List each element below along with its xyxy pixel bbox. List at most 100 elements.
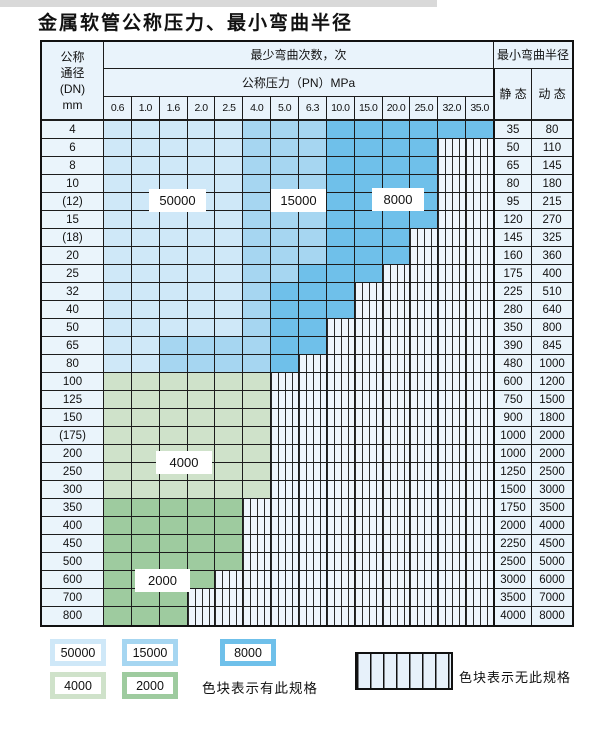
static-cell: 3500 bbox=[493, 589, 533, 607]
zone-cell bbox=[354, 211, 383, 229]
zone-cell bbox=[131, 121, 160, 139]
zone-cell bbox=[326, 247, 355, 265]
zone-cell bbox=[243, 355, 272, 373]
pn-header: 公称压力（PN）MPa bbox=[104, 69, 495, 97]
zone-cell bbox=[104, 175, 132, 193]
zone-cell bbox=[104, 229, 132, 247]
pressure-col-header: 0.6 bbox=[104, 97, 132, 121]
zone-cell bbox=[215, 175, 244, 193]
zone-cell bbox=[104, 373, 132, 391]
zone-cell bbox=[466, 445, 495, 463]
zone-cell bbox=[382, 589, 411, 607]
zone-cell bbox=[187, 265, 216, 283]
zone-cell bbox=[215, 319, 244, 337]
zone-cell bbox=[410, 391, 439, 409]
cycle-count-label: 15000 bbox=[271, 189, 326, 212]
zone-cell bbox=[410, 319, 439, 337]
zone-cell bbox=[466, 607, 495, 625]
zone-cell bbox=[466, 409, 495, 427]
legend-swatch: 2000 bbox=[122, 672, 178, 699]
zone-cell bbox=[187, 517, 216, 535]
static-cell: 35 bbox=[493, 121, 533, 139]
zone-cell bbox=[271, 499, 300, 517]
zone-cell bbox=[271, 409, 300, 427]
zone-cell bbox=[438, 157, 467, 175]
zone-cell bbox=[131, 373, 160, 391]
zone-cell bbox=[215, 139, 244, 157]
zone-cell bbox=[271, 427, 300, 445]
dynamic-cell: 640 bbox=[532, 301, 573, 319]
zone-cell bbox=[215, 463, 244, 481]
zone-cell bbox=[159, 481, 188, 499]
zone-cell bbox=[326, 157, 355, 175]
zone-cell bbox=[382, 157, 411, 175]
zone-cell bbox=[438, 499, 467, 517]
zone-cell bbox=[299, 283, 327, 301]
zone-cell bbox=[438, 373, 467, 391]
zone-cell bbox=[271, 157, 300, 175]
static-cell: 2250 bbox=[493, 535, 533, 553]
zone-cell bbox=[131, 427, 160, 445]
zone-cell bbox=[159, 139, 188, 157]
zone-cell bbox=[187, 409, 216, 427]
zone-cell bbox=[438, 409, 467, 427]
zone-cell bbox=[271, 481, 300, 499]
dn-cell: (12) bbox=[42, 193, 104, 211]
zone-cell bbox=[104, 607, 132, 625]
zone-cell bbox=[354, 229, 383, 247]
zone-cell bbox=[159, 409, 188, 427]
zone-cell bbox=[326, 355, 355, 373]
dynamic-cell: 215 bbox=[532, 193, 573, 211]
zone-cell bbox=[326, 445, 355, 463]
zone-cell bbox=[271, 139, 300, 157]
zone-cell bbox=[159, 157, 188, 175]
zone-cell bbox=[410, 229, 439, 247]
static-cell: 1250 bbox=[493, 463, 533, 481]
zone-cell bbox=[215, 193, 244, 211]
zone-cell bbox=[466, 211, 495, 229]
zone-cell bbox=[466, 571, 495, 589]
zone-cell bbox=[159, 427, 188, 445]
zone-cell bbox=[271, 589, 300, 607]
zone-cell bbox=[187, 283, 216, 301]
zone-cell bbox=[187, 535, 216, 553]
zone-cell bbox=[131, 607, 160, 625]
static-cell: 4000 bbox=[493, 607, 533, 625]
pressure-col-header: 20.0 bbox=[382, 97, 411, 121]
pressure-col-header: 5.0 bbox=[271, 97, 300, 121]
dn-cell: 25 bbox=[42, 265, 104, 283]
zone-cell bbox=[354, 589, 383, 607]
zone-cell bbox=[438, 355, 467, 373]
zone-cell bbox=[215, 391, 244, 409]
zone-cell bbox=[326, 517, 355, 535]
zone-cell bbox=[410, 607, 439, 625]
static-cell: 350 bbox=[493, 319, 533, 337]
dynamic-cell: 845 bbox=[532, 337, 573, 355]
zone-cell bbox=[131, 589, 160, 607]
dn-cell: 50 bbox=[42, 319, 104, 337]
zone-cell bbox=[131, 211, 160, 229]
zone-cell bbox=[326, 427, 355, 445]
zone-cell bbox=[271, 373, 300, 391]
zone-cell bbox=[104, 121, 132, 139]
zone-cell bbox=[243, 139, 272, 157]
zone-cell bbox=[438, 175, 467, 193]
zone-cell bbox=[104, 409, 132, 427]
static-cell: 750 bbox=[493, 391, 533, 409]
dn-cell: 250 bbox=[42, 463, 104, 481]
zone-cell bbox=[215, 121, 244, 139]
zone-cell bbox=[187, 229, 216, 247]
zone-cell bbox=[215, 607, 244, 625]
dn-cell: 15 bbox=[42, 211, 104, 229]
spec-table: 公称 通径 (DN) mm 最少弯曲次数，次 最小弯曲半径 公称压力（PN）MPa 静 态动 … bbox=[40, 40, 575, 627]
zone-cell bbox=[326, 553, 355, 571]
zone-cell bbox=[215, 427, 244, 445]
zone-cell bbox=[410, 481, 439, 499]
zone-cell bbox=[159, 355, 188, 373]
zone-cell bbox=[187, 337, 216, 355]
zone-cell bbox=[438, 193, 467, 211]
zone-cell bbox=[131, 391, 160, 409]
zone-cell bbox=[410, 211, 439, 229]
zone-cell bbox=[438, 589, 467, 607]
zone-cell bbox=[466, 373, 495, 391]
